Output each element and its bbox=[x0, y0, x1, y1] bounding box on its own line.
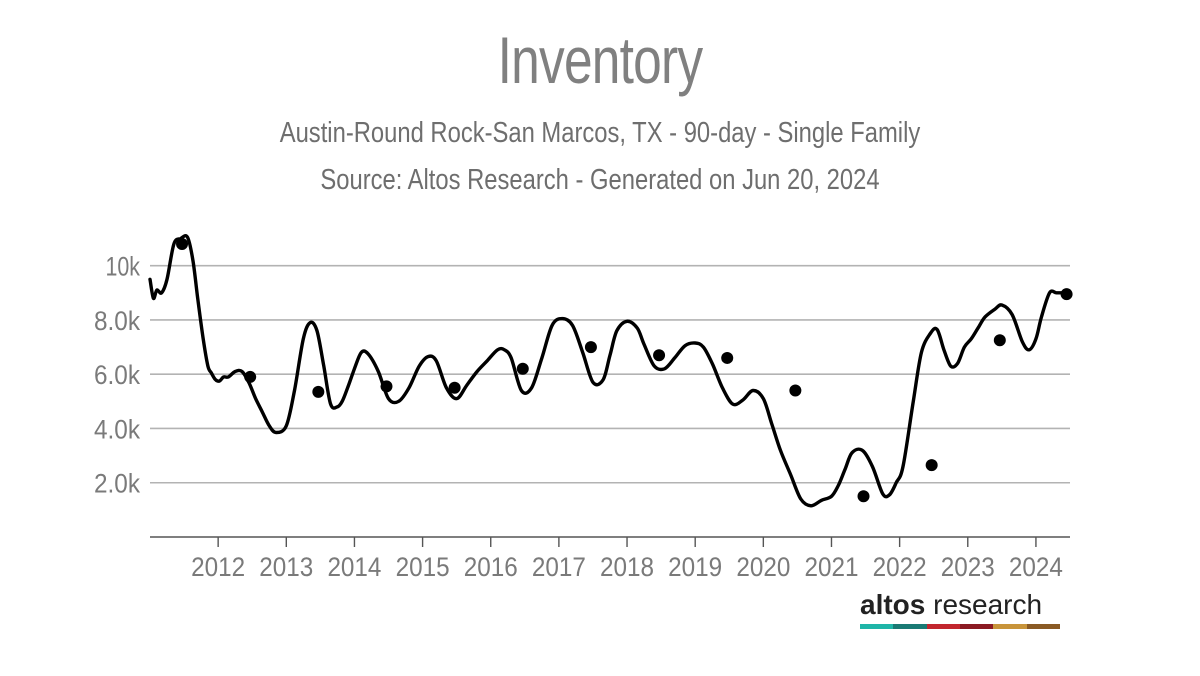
series-point-marker bbox=[176, 237, 189, 250]
series-point-marker bbox=[925, 459, 938, 472]
logo-text-research: research bbox=[933, 589, 1043, 620]
series-point-marker bbox=[1060, 288, 1073, 301]
y-tick-label: 2.0k bbox=[94, 469, 140, 499]
logo-bar-segment bbox=[893, 624, 927, 629]
series-point-marker bbox=[516, 362, 529, 375]
x-tick-label: 2012 bbox=[191, 552, 245, 582]
logo-bar-segment bbox=[926, 624, 960, 629]
x-tick-label: 2021 bbox=[804, 552, 858, 582]
logo-bar-segment bbox=[993, 624, 1027, 629]
x-tick-label: 2023 bbox=[941, 552, 995, 582]
x-tick-label: 2022 bbox=[873, 552, 927, 582]
x-tick-label: 2018 bbox=[600, 552, 654, 582]
logo-bar-segment bbox=[1026, 624, 1060, 629]
series-point-marker bbox=[380, 380, 393, 393]
x-tick-label: 2015 bbox=[396, 552, 450, 582]
x-tick-label: 2014 bbox=[327, 552, 381, 582]
y-tick-label: 8.0k bbox=[94, 306, 140, 336]
series-point-marker bbox=[721, 351, 734, 364]
series-point-marker bbox=[653, 349, 666, 362]
x-tick-label: 2013 bbox=[259, 552, 313, 582]
series-point-marker bbox=[448, 381, 461, 394]
series-point-marker bbox=[789, 384, 802, 397]
y-tick-label: 6.0k bbox=[94, 360, 140, 390]
series-point-marker bbox=[584, 341, 597, 354]
logo-bar-segment bbox=[959, 624, 994, 629]
series-point-marker bbox=[857, 490, 870, 503]
x-tick-label: 2016 bbox=[464, 552, 518, 582]
x-tick-label: 2020 bbox=[736, 552, 790, 582]
y-tick-label: 4.0k bbox=[94, 414, 140, 444]
chart-source-note: Source: Altos Research - Generated on Ju… bbox=[320, 164, 880, 196]
logo-bar-segment bbox=[860, 624, 894, 629]
logo-wordmark: altos research bbox=[860, 590, 1060, 620]
logo-text-altos: altos bbox=[860, 589, 926, 620]
x-tick-label: 2019 bbox=[668, 552, 722, 582]
x-tick-label: 2017 bbox=[532, 552, 586, 582]
series-point-marker bbox=[244, 370, 257, 383]
chart-subtitle: Austin-Round Rock-San Marcos, TX - 90-da… bbox=[279, 117, 921, 149]
chart-title: Inventory bbox=[497, 23, 704, 97]
logo-color-bar bbox=[860, 624, 1060, 629]
altos-research-logo: altos research bbox=[860, 590, 1060, 629]
series-point-marker bbox=[993, 334, 1006, 347]
y-tick-label: 10k bbox=[106, 252, 141, 282]
series-point-marker bbox=[312, 385, 325, 398]
x-tick-label: 2024 bbox=[1009, 552, 1063, 582]
